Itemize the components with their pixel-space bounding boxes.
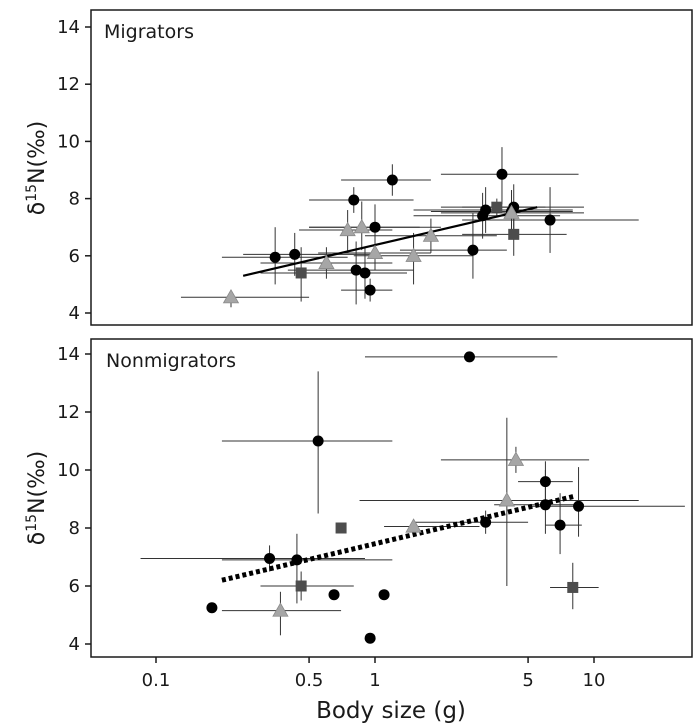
markers-nonmigrators (206, 351, 585, 644)
y-tick-label: 4 (69, 634, 80, 655)
data-point-circle (359, 267, 371, 279)
data-point-triangle (498, 492, 516, 507)
trend-line-migrators (242, 206, 538, 277)
y-axis-nonmigrators: 4 6 8 10 12 14 (57, 344, 91, 655)
data-point-circle (480, 516, 492, 528)
data-point-circle (291, 554, 303, 566)
data-point-triangle (507, 451, 525, 466)
data-point-triangle (405, 518, 422, 533)
x-axis-label: Body size (g) (316, 698, 466, 724)
y-tick-label: 10 (57, 460, 80, 481)
data-point-circle (539, 476, 551, 488)
data-point-triangle (366, 244, 384, 259)
data-point-circle (467, 244, 479, 256)
data-point-triangle (422, 227, 440, 242)
x-tick-label: 1 (369, 670, 380, 691)
data-point-circle (350, 264, 362, 276)
data-point-circle (289, 248, 301, 260)
data-point-square (295, 267, 307, 279)
panel-title-nonmigrators: Nonmigrators (106, 350, 236, 372)
data-point-circle (264, 552, 276, 564)
y-tick-label: 14 (57, 17, 80, 38)
markers-migrators (222, 168, 556, 304)
y-tick-label: 6 (69, 576, 80, 597)
data-point-circle (386, 174, 398, 186)
data-point-triangle (353, 218, 370, 234)
data-point-circle (539, 499, 551, 511)
data-point-circle (496, 168, 508, 180)
y-tick-label: 12 (57, 74, 80, 95)
data-point-circle (348, 194, 360, 206)
data-point-square (295, 580, 307, 592)
trend-line-nonmigrators (221, 493, 576, 583)
x-tick-label: 10 (583, 670, 606, 691)
y-tick-label: 14 (57, 344, 80, 365)
panel-migrators: Migrators 4 6 8 10 12 14 (57, 9, 693, 326)
data-point-circle (554, 519, 566, 531)
y-tick-label: 4 (69, 303, 80, 324)
data-point-circle (312, 435, 324, 447)
plot-area-migrators (90, 9, 693, 326)
data-point-circle (480, 204, 492, 216)
y-tick-label: 10 (57, 131, 80, 152)
data-point-circle (378, 589, 390, 601)
y-axis-label-nonmigrators: δ15N(‰) (24, 451, 50, 545)
y-axis-label-migrators: δ15N(‰) (24, 121, 50, 215)
x-axis: 0.1 0.5 1 5 10 (142, 657, 606, 691)
data-point-circle (573, 500, 585, 512)
x-tick-label: 0.5 (295, 670, 324, 691)
y-tick-label: 12 (57, 402, 80, 423)
data-point-square (508, 228, 520, 240)
y-tick-label: 8 (69, 189, 80, 210)
data-point-triangle (318, 254, 335, 269)
regression-line (221, 493, 576, 583)
x-tick-label: 5 (522, 670, 533, 691)
y-axis-migrators: 4 6 8 10 12 14 (57, 17, 91, 324)
data-point-circle (328, 589, 340, 601)
data-point-triangle (405, 247, 422, 262)
data-point-circle (544, 214, 556, 226)
y-tick-label: 6 (69, 246, 80, 267)
data-point-circle (269, 251, 281, 263)
data-point-circle (369, 221, 381, 233)
data-point-circle (463, 351, 475, 363)
y-tick-label: 8 (69, 518, 80, 539)
regression-line (242, 206, 538, 277)
data-point-circle (206, 602, 218, 614)
panel-nonmigrators: Nonmigrators 4 6 8 10 12 14 0.1 0.5 1 5 10 (57, 338, 693, 691)
data-point-square (567, 581, 579, 593)
data-point-circle (364, 632, 376, 644)
panel-title-migrators: Migrators (104, 21, 194, 43)
data-point-square (491, 201, 503, 213)
data-point-triangle (272, 602, 289, 617)
data-point-triangle (222, 288, 240, 304)
data-point-square (335, 522, 347, 534)
plot-area-nonmigrators (90, 338, 693, 658)
x-tick-label: 0.1 (142, 670, 171, 691)
data-point-triangle (339, 221, 356, 237)
data-point-circle (364, 284, 376, 296)
data-point-triangle (503, 204, 520, 219)
